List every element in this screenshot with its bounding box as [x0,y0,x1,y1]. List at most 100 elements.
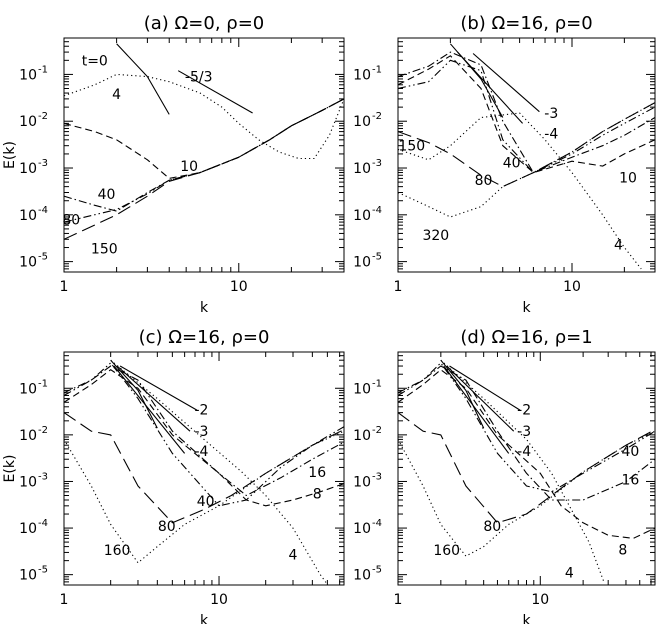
x-tick-label: 1 [60,592,69,608]
curve-label-40: 40 [98,187,116,203]
curve-label-320: 320 [422,228,449,244]
y-tick-label: 10 -3 [19,471,48,490]
y-tick-label-base: 10 [353,67,371,83]
curve-label-4: 4 [289,548,298,564]
y-tick-label-base: 10 [19,474,37,490]
y-tick-label-base: 10 [19,208,37,224]
y-tick-label-base: 10 [353,255,371,271]
series-line-80 [398,412,655,524]
series-line-3 [116,365,191,432]
series-line-160 [398,430,655,557]
curve-label-2: -2 [517,403,531,419]
series-line-40 [398,362,655,493]
y-tick-label-exponent: -5 [372,252,382,263]
y-tick-label-base: 10 [19,568,37,584]
series-line-4 [64,73,344,160]
curve-label-80: 80 [483,519,501,535]
series-line-40 [64,362,344,507]
y-tick-label-base: 10 [353,428,371,444]
series-line-320 [398,102,655,218]
x-tick-label: 10 [531,592,549,608]
curve-label-4: 4 [614,238,623,254]
y-tick-label-exponent: -4 [372,205,382,216]
chart-title: (c) Ω=16, ρ=0 [139,327,270,348]
series-line-4 [398,112,642,270]
y-tick-label: 10 -2 [353,111,382,130]
y-tick-label-base: 10 [19,67,37,83]
y-tick-label: 10 -1 [353,64,382,83]
y-tick-label-exponent: -1 [372,64,382,75]
curve-label-80: 80 [158,519,176,535]
y-axis-label: E(k) [2,455,18,483]
y-tick-label-exponent: -5 [38,565,48,576]
series-line-80 [64,98,344,223]
curve-label-3: -3 [517,424,531,440]
series-line-10 [398,55,655,174]
series-line-t-0 [440,359,485,429]
y-tick-label: 10 -5 [353,252,382,271]
plot-frame [397,37,656,273]
series-line-t-0 [116,43,170,115]
y-tick-label-exponent: -2 [372,425,382,436]
curve-label-4: 4 [112,87,121,103]
series-line-150 [64,98,344,240]
x-tick-label: 1 [60,279,69,295]
series-group [398,359,655,583]
curve-label-10: 10 [180,159,198,175]
y-tick-label-exponent: -3 [372,158,382,169]
curve-label-16: 16 [622,473,640,489]
y-tick-label: 10 -1 [353,378,382,397]
series-line-4 [443,365,510,454]
series-line-3 [446,365,515,432]
y-tick-label-base: 10 [19,381,37,397]
y-tick-label-base: 10 [19,114,37,130]
y-tick-label: 10 -1 [19,64,48,83]
y-tick-label-base: 10 [19,161,37,177]
curve-label-4: -4 [194,444,208,460]
y-tick-label-base: 10 [353,114,371,130]
curve-label-4: -4 [544,126,558,142]
series-line-160 [64,430,344,564]
y-tick-label-exponent: -3 [38,471,48,482]
curve-label-3: -3 [544,106,558,122]
y-tick-label-base: 10 [353,381,371,397]
y-tick-label-exponent: -4 [372,518,382,529]
y-tick-label-exponent: -2 [38,425,48,436]
curve-label-160: 160 [104,543,131,559]
chart-title: (d) Ω=16, ρ=1 [460,327,592,348]
series-line-4 [440,359,605,583]
curve-label-160: 160 [433,543,460,559]
series-group [64,359,344,585]
curve-label-40: 40 [622,444,640,460]
curve-label-150: 150 [91,242,118,258]
curve-label-8: 8 [313,487,322,503]
y-tick-label: 10 -1 [19,378,48,397]
y-tick-label-exponent: -4 [38,205,48,216]
x-tick-label: 10 [230,279,248,295]
curve-label-8: 8 [618,542,627,558]
series-group [398,43,655,270]
curve-label-5-3: -5/3 [185,70,213,86]
curve-label-80: 80 [62,212,80,228]
y-tick-label: 10 -4 [353,205,382,224]
series-line-80 [398,59,655,174]
x-axis-label: k [522,613,531,624]
x-axis-label: k [200,300,209,316]
y-tick-label: 10 -5 [19,565,48,584]
curve-label-3: -3 [194,424,208,440]
curve-label-t-0: t=0 [82,53,108,69]
series-line-10 [64,98,344,179]
y-tick-label-exponent: -4 [38,518,48,529]
curve-label-40: 40 [503,156,521,172]
y-tick-label: 10 -3 [19,158,48,177]
series-line-80 [64,412,344,524]
series-line-40 [398,51,655,174]
series-line-4 [113,365,186,454]
y-tick-label-exponent: -1 [372,378,382,389]
y-tick-label-base: 10 [353,208,371,224]
series-line-16 [398,365,655,501]
y-tick-label-exponent: -5 [372,565,382,576]
